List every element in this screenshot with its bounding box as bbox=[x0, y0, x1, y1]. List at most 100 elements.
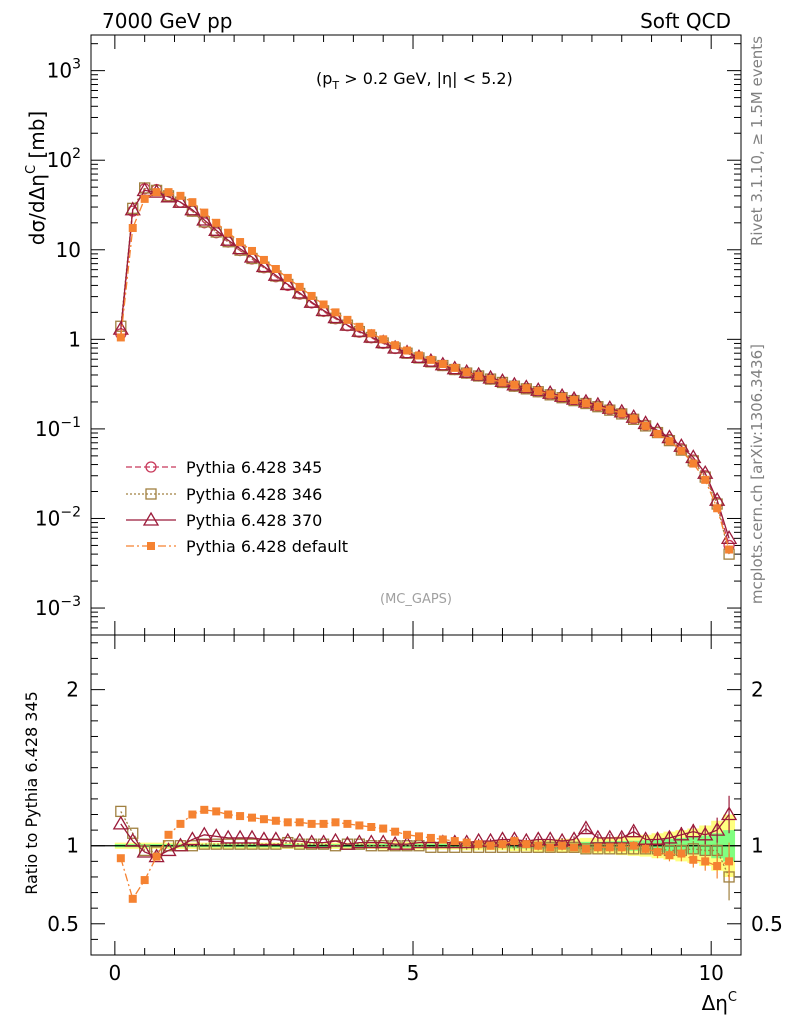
ratio-point-s370 bbox=[351, 834, 368, 849]
main-point-sdef bbox=[725, 545, 734, 554]
ratio-point-s370 bbox=[291, 832, 308, 847]
main-point-sdef bbox=[486, 375, 495, 384]
ratio-point-sdef bbox=[546, 843, 555, 852]
ratio-point-sdef bbox=[200, 805, 209, 814]
ratio-point-s346 bbox=[222, 838, 234, 850]
main-point-s370 bbox=[339, 316, 356, 331]
ratio-y-tick-label: 1 bbox=[66, 834, 79, 858]
main-point-sdef bbox=[641, 421, 650, 430]
main-point-sdef bbox=[570, 396, 579, 405]
ratio-point-s370 bbox=[398, 835, 416, 850]
main-point-sdef bbox=[259, 255, 268, 264]
ratio-point-sdef bbox=[474, 840, 483, 849]
main-point-sdef bbox=[128, 224, 137, 233]
ratio-point-s370 bbox=[697, 826, 714, 841]
ratio-y-tick-label: 0.5 bbox=[47, 912, 79, 936]
ratio-point-s370 bbox=[184, 831, 201, 846]
main-point-sdef bbox=[450, 363, 459, 372]
main-point-s370 bbox=[291, 284, 308, 299]
x-tick-label: 10 bbox=[698, 961, 723, 985]
ratio-point-s370 bbox=[410, 834, 428, 849]
main-point-sdef bbox=[510, 380, 519, 389]
ratio-point-s370 bbox=[303, 834, 320, 849]
main-point-sdef bbox=[581, 399, 590, 408]
ratio-point-s346 bbox=[234, 838, 246, 850]
ratio-point-sdef bbox=[176, 819, 185, 828]
main-point-sdef bbox=[653, 429, 662, 438]
main-y-tick-label: 10−3 bbox=[35, 594, 81, 620]
main-point-sdef bbox=[677, 446, 686, 455]
ratio-point-sdef bbox=[319, 819, 328, 828]
main-point-sdef bbox=[307, 291, 316, 300]
ratio-y-axis-label: Ratio to Pythia 6.428 345 bbox=[22, 691, 41, 895]
main-point-sdef bbox=[689, 459, 698, 468]
main-point-sdef bbox=[522, 384, 531, 393]
ratio-point-sdef bbox=[593, 843, 602, 852]
ratio-point-s370 bbox=[375, 834, 392, 849]
x-axis-label: ΔηC bbox=[702, 990, 737, 1015]
ratio-point-s370 bbox=[231, 829, 249, 844]
ratio-point-sdef bbox=[725, 857, 734, 866]
main-point-sdef bbox=[546, 390, 555, 399]
ratio-point-sdef bbox=[617, 843, 626, 852]
ratio-point-sdef bbox=[367, 823, 376, 831]
ratio-point-s346 bbox=[210, 838, 222, 850]
main-point-s370 bbox=[172, 193, 189, 208]
ratio-point-sdef bbox=[486, 841, 495, 850]
ratio-point-sdef bbox=[462, 838, 471, 847]
ratio-point-sdef bbox=[558, 841, 567, 850]
main-point-s370 bbox=[315, 302, 332, 317]
ratio-point-s370 bbox=[136, 843, 153, 858]
x-tick-label: 5 bbox=[407, 961, 420, 985]
ratio-point-sdef bbox=[653, 847, 662, 856]
main-point-sdef bbox=[414, 351, 423, 360]
ratio-y-tick-label-right: 2 bbox=[751, 678, 764, 702]
ratio-point-s370 bbox=[363, 834, 380, 849]
ratio-point-sdef bbox=[224, 810, 233, 819]
ratio-point-s370 bbox=[255, 831, 273, 846]
main-title: (pT > 0.2 GeV, |η| < 5.2) bbox=[316, 69, 513, 92]
main-point-sdef bbox=[331, 308, 340, 317]
ratio-point-sdef bbox=[307, 819, 316, 828]
ratio-point-sdef bbox=[379, 824, 388, 833]
main-point-sdef bbox=[188, 198, 197, 207]
main-point-sdef bbox=[438, 360, 447, 369]
ratio-point-s370 bbox=[577, 820, 595, 835]
legend-label-370: Pythia 6.428 370 bbox=[186, 511, 322, 530]
ratio-point-sdef bbox=[713, 862, 722, 871]
ratio-point-sdef bbox=[701, 857, 710, 866]
ratio-point-s346 bbox=[365, 840, 377, 852]
ratio-point-sdef bbox=[343, 819, 352, 828]
ratio-point-s370 bbox=[208, 828, 225, 843]
ratio-point-s370 bbox=[267, 831, 284, 846]
ratio-point-sdef bbox=[677, 849, 686, 858]
header-left: 7000 GeV pp bbox=[102, 9, 233, 33]
ratio-point-sdef bbox=[236, 812, 245, 821]
ratio-point-sdef bbox=[641, 844, 650, 853]
main-point-sdef bbox=[558, 393, 567, 402]
rivet-note: Rivet 3.1.10, ≥ 1.5M events bbox=[748, 36, 766, 246]
main-point-s370 bbox=[279, 276, 296, 291]
main-y-tick-label: 10−1 bbox=[35, 415, 81, 441]
ratio-point-s370 bbox=[601, 829, 618, 844]
main-point-s370 bbox=[124, 201, 141, 216]
ratio-point-sdef bbox=[534, 841, 543, 850]
ratio-point-sdef bbox=[450, 837, 459, 846]
legend-marker-370 bbox=[142, 511, 160, 526]
main-point-s370 bbox=[267, 266, 284, 281]
main-point-s370 bbox=[303, 293, 320, 308]
main-point-sdef bbox=[391, 341, 400, 350]
ratio-point-s370 bbox=[220, 829, 237, 844]
main-point-sdef bbox=[152, 188, 161, 197]
main-point-sdef bbox=[271, 265, 280, 274]
main-point-sdef bbox=[319, 300, 328, 309]
ratio-point-s370 bbox=[124, 832, 141, 847]
ratio-point-sdef bbox=[391, 827, 400, 836]
main-point-sdef bbox=[212, 218, 221, 227]
ratio-point-sdef bbox=[629, 841, 638, 850]
legend-marker-345 bbox=[145, 461, 157, 473]
ratio-point-sdef bbox=[581, 844, 590, 853]
ratio-plot-frame bbox=[90, 634, 742, 956]
ratio-point-sdef bbox=[438, 835, 447, 844]
